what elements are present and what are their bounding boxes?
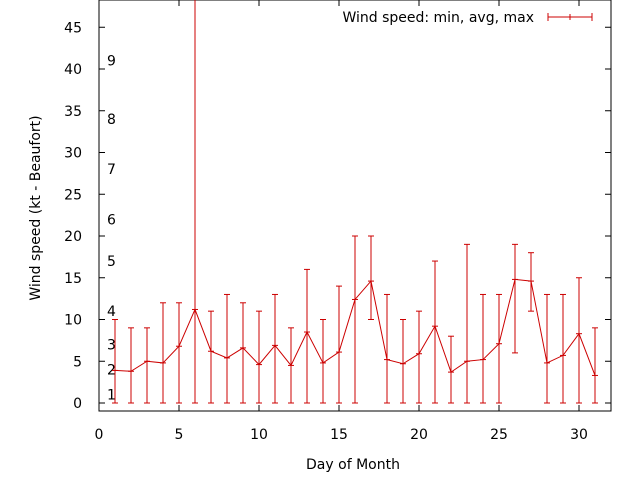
legend: Wind speed: min, avg, max — [342, 10, 593, 26]
y-tick-label: 35 — [64, 104, 82, 120]
y-tick-label: 30 — [64, 146, 82, 162]
x-tick-label: 20 — [410, 427, 428, 443]
y-tick-label: 40 — [64, 62, 82, 78]
beaufort-label: 3 — [107, 338, 116, 354]
beaufort-label: 9 — [107, 54, 116, 70]
x-tick-label: 30 — [570, 427, 588, 443]
wind-speed-series — [112, 0, 598, 404]
beaufort-label: 7 — [107, 162, 116, 178]
x-axis-title: Day of Month — [306, 457, 400, 473]
y-tick-label: 15 — [64, 271, 82, 287]
x-tick-label: 15 — [330, 427, 348, 443]
beaufort-label: 5 — [107, 254, 116, 270]
x-tick-label: 0 — [95, 427, 104, 443]
y-tick-label: 25 — [64, 187, 82, 203]
beaufort-scale: 1 2 3 4 5 6 7 8 9 — [107, 54, 116, 404]
beaufort-label: 1 — [107, 388, 116, 404]
y-tick-label: 0 — [73, 396, 82, 412]
beaufort-label: 2 — [107, 363, 116, 379]
x-tick-label: 5 — [175, 427, 184, 443]
plot-frame — [98, 0, 612, 412]
beaufort-label: 6 — [107, 212, 116, 228]
beaufort-label: 8 — [107, 112, 116, 128]
y-tick-label: 45 — [64, 20, 82, 36]
legend-label: Wind speed: min, avg, max — [342, 10, 534, 26]
x-tick-label: 10 — [250, 427, 268, 443]
y-tick-label: 5 — [73, 354, 82, 370]
y-tick-label: 20 — [64, 229, 82, 245]
x-tick-label: 25 — [490, 427, 508, 443]
y-axis-title: Wind speed (kt - Beaufort) — [28, 115, 44, 300]
y-tick-label: 10 — [64, 313, 82, 329]
beaufort-label: 4 — [107, 304, 116, 320]
x-axis: 0 5 10 15 20 25 30 — [95, 0, 588, 443]
